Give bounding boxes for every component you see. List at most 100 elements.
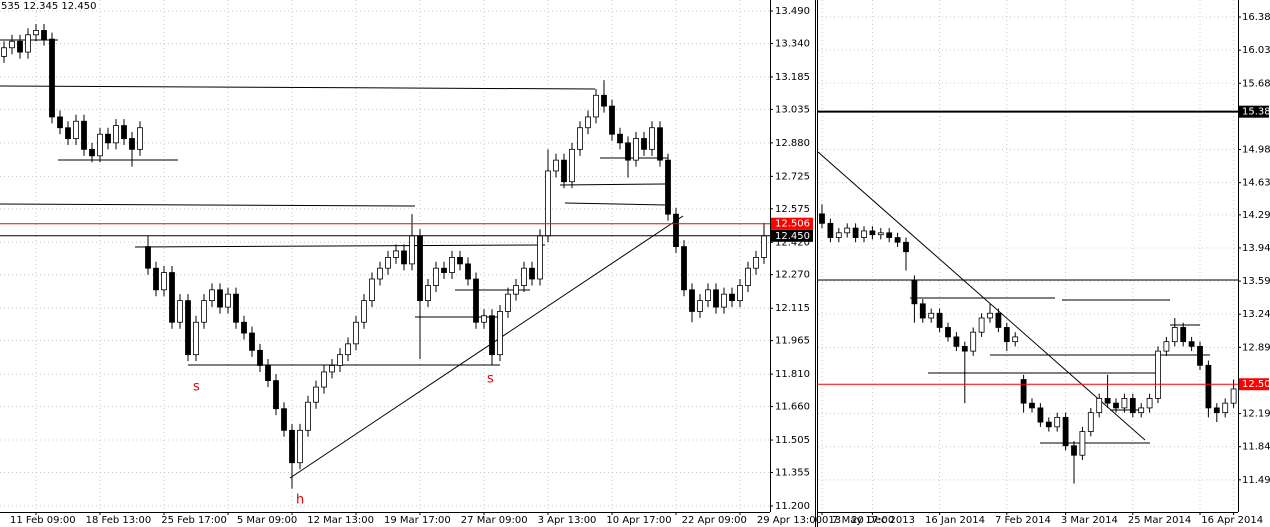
- price-label-box: [1239, 105, 1269, 118]
- candle-body: [473, 278, 479, 323]
- candle-body: [936, 312, 943, 328]
- y-tick-label: 13.24: [1242, 309, 1270, 320]
- candle-body: [1163, 341, 1170, 352]
- candle-body: [729, 293, 735, 302]
- candle-body: [513, 285, 519, 295]
- candle-body: [249, 332, 255, 351]
- y-tick-label: 13.185: [775, 72, 810, 83]
- candle-body: [401, 250, 407, 265]
- candle-body: [894, 237, 901, 243]
- candle-body: [1230, 388, 1237, 404]
- candle-body: [625, 142, 631, 161]
- candle-body: [425, 285, 431, 302]
- candle-body: [433, 267, 439, 286]
- candle-body: [1113, 402, 1119, 409]
- candle-body: [689, 289, 695, 312]
- candle-body: [1188, 341, 1195, 347]
- y-tick-label: 12.115: [775, 303, 810, 314]
- candle-body: [844, 227, 851, 234]
- candle-body: [713, 289, 719, 308]
- candle-body: [329, 365, 335, 373]
- x-tick-label: 25 Feb 17:00: [161, 515, 227, 526]
- y-tick-label: 14.98: [1242, 145, 1270, 156]
- candle-body: [1146, 398, 1153, 409]
- candle-body: [1062, 416, 1069, 447]
- candle-body: [465, 263, 471, 280]
- candle-body: [33, 30, 39, 36]
- y-tick-label: 16.38: [1242, 12, 1270, 23]
- y-tick-label: 11.810: [775, 369, 810, 380]
- price-label-box: [1239, 378, 1269, 391]
- candle-body: [313, 386, 319, 403]
- candle-body: [953, 336, 960, 347]
- y-tick-label: 13.035: [775, 104, 810, 115]
- trend-line: [289, 215, 684, 479]
- candle-body: [73, 120, 79, 139]
- level-line: [0, 85, 596, 90]
- candle-body: [577, 127, 583, 150]
- candle-body: [41, 30, 47, 40]
- candle-body: [928, 312, 935, 319]
- candle-body: [289, 429, 295, 464]
- candle-body: [827, 222, 834, 238]
- candle-body: [209, 289, 215, 302]
- price-label: 15.38: [1242, 107, 1270, 118]
- x-tick-label: 20 Dec 2013: [851, 515, 915, 526]
- y-tick-label: 14.63: [1242, 178, 1270, 189]
- y-tick-label: 12.89: [1242, 342, 1270, 353]
- candle-body: [745, 267, 751, 286]
- level-line: [559, 183, 666, 186]
- level-line: [564, 202, 666, 206]
- candle-body: [545, 170, 551, 237]
- candle-body: [25, 34, 31, 53]
- candle-body: [177, 300, 183, 323]
- x-tick-label: 12 Mar 13:00: [307, 515, 374, 526]
- x-tick-label: 11 Feb 09:00: [10, 515, 76, 526]
- candle-body: [1020, 379, 1027, 404]
- candle-body: [409, 235, 415, 265]
- candle-body: [489, 315, 495, 356]
- candle-body: [1087, 412, 1094, 432]
- x-tick-label: 3 Apr 13:00: [538, 515, 597, 526]
- x-tick-label: 29 Apr 13:00: [757, 515, 822, 526]
- candle-body: [649, 127, 655, 150]
- candle-body: [281, 408, 287, 431]
- candle-body: [393, 250, 399, 258]
- candle-body: [121, 125, 127, 139]
- candle-body: [1171, 327, 1178, 343]
- candle-body: [1155, 350, 1161, 399]
- candle-body: [1213, 407, 1220, 414]
- axis-background: [1238, 0, 1270, 527]
- y-tick-label: 16.03: [1242, 45, 1270, 56]
- candle-body: [1205, 364, 1212, 409]
- candle-body: [457, 257, 463, 265]
- candle-body: [265, 365, 271, 381]
- y-tick-label: 12.725: [775, 171, 810, 182]
- candle-body: [1012, 336, 1019, 343]
- candle-body: [497, 311, 503, 356]
- candle-body: [169, 272, 175, 323]
- price-label: 12.450: [775, 231, 810, 242]
- candle-body: [193, 321, 199, 356]
- candle-body: [633, 138, 639, 161]
- candle-body: [361, 300, 367, 323]
- candle-body: [617, 133, 623, 144]
- candle-body: [753, 257, 759, 269]
- trend-line: [817, 151, 1146, 441]
- candle-body: [995, 312, 1002, 328]
- candle-body: [641, 138, 647, 150]
- y-tick-label: 11.355: [775, 467, 810, 478]
- candle-body: [869, 230, 876, 236]
- x-tick-label: 16 Jan 2014: [925, 515, 985, 526]
- x-tick-label: 27 Mar 09:00: [461, 515, 528, 526]
- candle-body: [241, 321, 247, 334]
- candle-body: [601, 94, 607, 107]
- candle-body: [377, 267, 383, 280]
- candle-body: [97, 133, 103, 157]
- candle-body: [721, 293, 727, 308]
- candle-body: [449, 257, 455, 273]
- candle-body: [521, 267, 527, 286]
- candle-body: [978, 317, 985, 333]
